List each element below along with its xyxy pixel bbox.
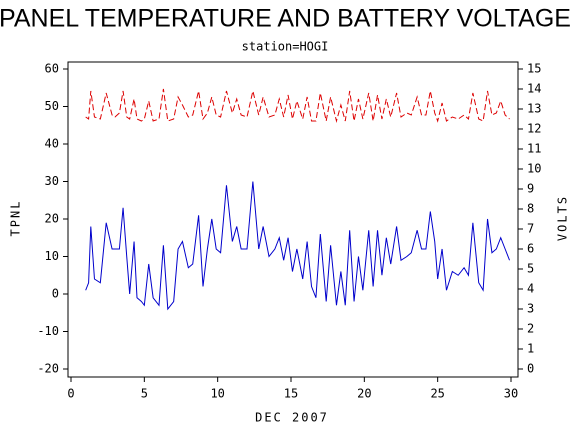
x-tick-label: 0 (67, 387, 74, 401)
y2-tick-label: 11 (527, 142, 541, 156)
x-tick-label: 5 (141, 387, 148, 401)
plot-frame (67, 61, 519, 378)
y-tick-label: 50 (45, 99, 59, 113)
x-tick-label: 25 (430, 387, 444, 401)
y2-tick-label: 4 (527, 282, 534, 296)
y2-tick-label: 13 (527, 102, 541, 116)
y2-tick-label: 15 (527, 62, 541, 76)
x-tick-label: 20 (357, 387, 371, 401)
x-tick-label: 15 (284, 387, 298, 401)
y-tick-label: 10 (45, 249, 59, 263)
y-tick-label: 20 (45, 212, 59, 226)
y-tick-label: 0 (52, 287, 59, 301)
y-tick-label: 30 (45, 174, 59, 188)
x-tick-label: 10 (210, 387, 224, 401)
y2-tick-label: 9 (527, 182, 534, 196)
y2-tick-label: 10 (527, 162, 541, 176)
series-line (85, 88, 510, 123)
y-axis-label: TPNL (9, 200, 23, 237)
chart-title: PANEL TEMPERATURE AND BATTERY VOLTAGE (0, 5, 570, 33)
y2-axis-label: VOLTS (556, 195, 570, 241)
y2-tick-label: 3 (527, 302, 534, 316)
x-tick-label: 30 (504, 387, 518, 401)
y2-tick-label: 5 (527, 262, 534, 276)
y-tick-label: 60 (45, 62, 59, 76)
y2-tick-label: 6 (527, 242, 534, 256)
series-line (85, 181, 510, 311)
y2-tick-label: 1 (527, 342, 534, 356)
y2-tick-label: 7 (527, 222, 534, 236)
chart-subtitle: station=HOGI (242, 40, 329, 54)
y-tick-label: -10 (37, 324, 59, 338)
x-axis-label: DEC 2007 (255, 411, 329, 425)
y2-tick-label: 8 (527, 202, 534, 216)
y-tick-label: -20 (37, 362, 59, 376)
y2-tick-label: 2 (527, 322, 534, 336)
y-tick-label: 40 (45, 137, 59, 151)
y2-tick-label: 14 (527, 82, 541, 96)
y2-tick-label: 12 (527, 122, 541, 136)
y2-tick-label: 0 (527, 362, 534, 376)
